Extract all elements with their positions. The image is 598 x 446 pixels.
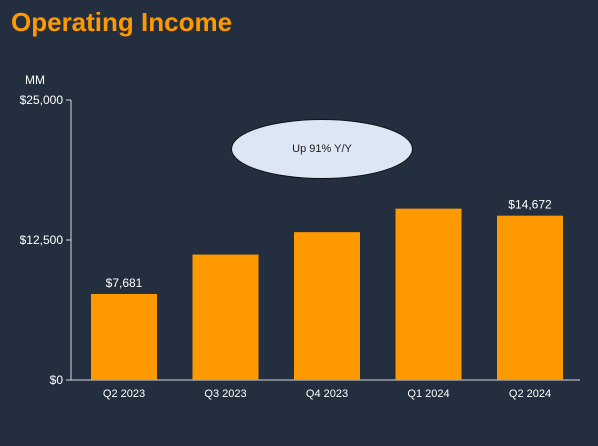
x-tick-label: Q4 2023 bbox=[306, 388, 348, 400]
bar bbox=[395, 208, 462, 380]
unit-label: MM bbox=[25, 73, 45, 87]
growth-callout-text: Up 91% Y/Y bbox=[292, 143, 352, 155]
data-label: $7,681 bbox=[106, 276, 143, 290]
bar bbox=[497, 215, 563, 380]
y-tick-label: $25,000 bbox=[20, 93, 64, 107]
y-tick-label: $0 bbox=[50, 373, 64, 387]
data-label: $14,672 bbox=[508, 198, 552, 212]
growth-callout: Up 91% Y/Y bbox=[231, 119, 413, 179]
bar bbox=[192, 254, 259, 380]
x-tick-label: Q3 2023 bbox=[204, 388, 246, 400]
slide-title: Operating Income bbox=[11, 7, 233, 37]
bar bbox=[91, 293, 157, 380]
x-tick-label: Q2 2023 bbox=[103, 388, 145, 400]
y-tick-label: $12,500 bbox=[20, 233, 64, 247]
bar bbox=[294, 232, 360, 380]
x-tick-label: Q2 2024 bbox=[509, 388, 551, 400]
x-tick-label: Q1 2024 bbox=[407, 388, 449, 400]
